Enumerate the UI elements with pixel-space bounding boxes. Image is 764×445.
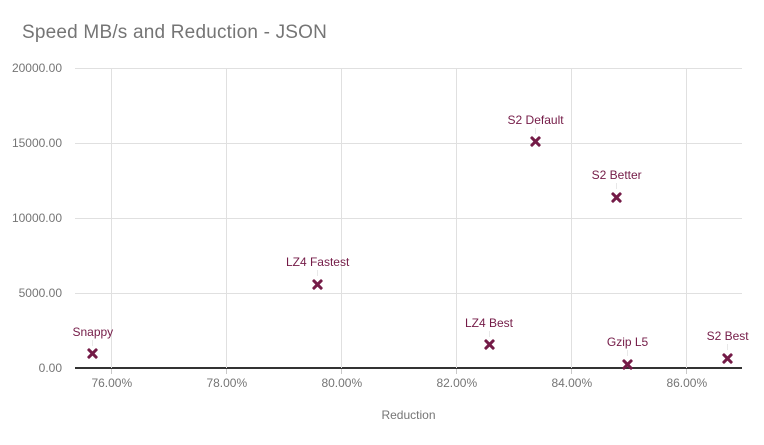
- h-gridline: [75, 142, 742, 144]
- point-label: LZ4 Best: [464, 315, 514, 330]
- point-label-leader: [627, 350, 629, 357]
- data-point-marker[interactable]: [311, 278, 324, 291]
- v-gridline: [341, 68, 343, 368]
- x-axis-tick: [226, 369, 228, 374]
- point-label-leader: [488, 330, 490, 337]
- x-axis-tick: [341, 369, 343, 374]
- data-point-marker[interactable]: [621, 358, 634, 371]
- y-axis-tick-label: 20000.00: [11, 61, 62, 75]
- x-axis-title: Reduction: [381, 408, 436, 422]
- h-gridline: [75, 67, 742, 69]
- x-axis-tick-label: 76.00%: [91, 376, 133, 390]
- data-point-marker[interactable]: [721, 352, 734, 365]
- plot-area: Snappy LZ4 Fastest LZ4 Best S2 Default S2 Be…: [72, 67, 749, 371]
- point-label-leader: [92, 339, 94, 346]
- x-axis-tick-label: 84.00%: [551, 376, 593, 390]
- v-gridline: [571, 68, 573, 368]
- h-gridline: [75, 217, 742, 219]
- x-axis-tick-label: 80.00%: [321, 376, 363, 390]
- h-gridline: [75, 292, 742, 294]
- x-axis-tick-label: 82.00%: [436, 376, 478, 390]
- y-axis-tick-label: 10000.00: [11, 211, 62, 225]
- v-gridline: [456, 68, 458, 368]
- y-axis-tick-label: 15000.00: [11, 136, 62, 150]
- x-axis-tick: [571, 369, 573, 374]
- point-label: Snappy: [72, 324, 114, 339]
- point-label-leader: [317, 270, 319, 276]
- x-axis-tick: [456, 369, 458, 374]
- point-label: S2 Default: [507, 112, 564, 127]
- point-label-leader: [616, 183, 618, 189]
- point-label: LZ4 Fastest: [285, 255, 350, 269]
- point-label-leader: [727, 344, 729, 351]
- x-axis-tick-label: 86.00%: [666, 376, 708, 390]
- y-axis-tick-label: 5000.00: [18, 286, 62, 300]
- chart-title: Speed MB/s and Reduction - JSON: [22, 22, 328, 43]
- x-axis-tick: [686, 369, 688, 374]
- v-gridline: [111, 68, 113, 368]
- y-axis-tick-label: 0.00: [38, 361, 62, 375]
- x-axis-tick-label: 78.00%: [206, 376, 248, 390]
- point-label: S2 Best: [706, 329, 749, 344]
- v-gridline: [686, 68, 688, 368]
- data-point-marker[interactable]: [483, 338, 496, 351]
- point-label: Gzip L5: [606, 335, 649, 350]
- point-label-leader: [535, 127, 537, 134]
- point-label: S2 Better: [591, 168, 642, 182]
- x-axis-tick: [111, 369, 113, 374]
- data-point-marker[interactable]: [610, 191, 623, 204]
- v-gridline: [226, 68, 228, 368]
- x-axis-line: [75, 367, 742, 369]
- data-point-marker[interactable]: [529, 135, 542, 148]
- data-point-marker[interactable]: [86, 347, 99, 360]
